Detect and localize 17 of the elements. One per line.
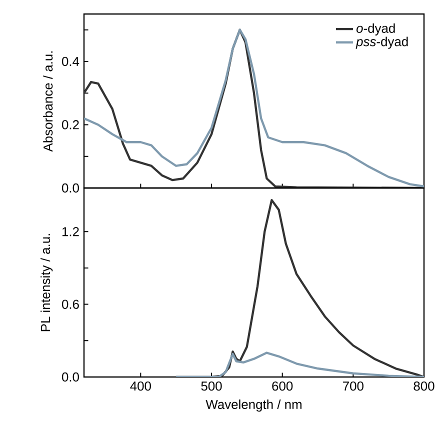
x-tick-label: 800	[414, 382, 434, 391]
x-tick-label: 700	[343, 382, 364, 391]
y-tick-label: 0.2	[62, 120, 79, 130]
x-tick-label: 500	[201, 382, 222, 391]
legend-label: pss-dyad	[356, 36, 408, 49]
x-tick-label: 600	[272, 382, 293, 391]
y-tick-label: 1.2	[62, 227, 79, 236]
y-tick-label: 0.6	[62, 300, 79, 309]
x-tick-label: 400	[130, 382, 151, 391]
y-tick-label: 0.0	[62, 372, 79, 382]
legend-label: o-dyad	[356, 23, 395, 36]
y-axis-title: PL intensity / a.u.	[40, 234, 53, 332]
y-tick-label: 0.0	[62, 183, 79, 193]
y-tick-label: 0.4	[62, 56, 80, 66]
line-series	[174, 352, 424, 377]
x-axis-title: Wavelength / nm	[206, 400, 302, 412]
y-axis-title: Absorbance / a.u.	[43, 51, 53, 152]
